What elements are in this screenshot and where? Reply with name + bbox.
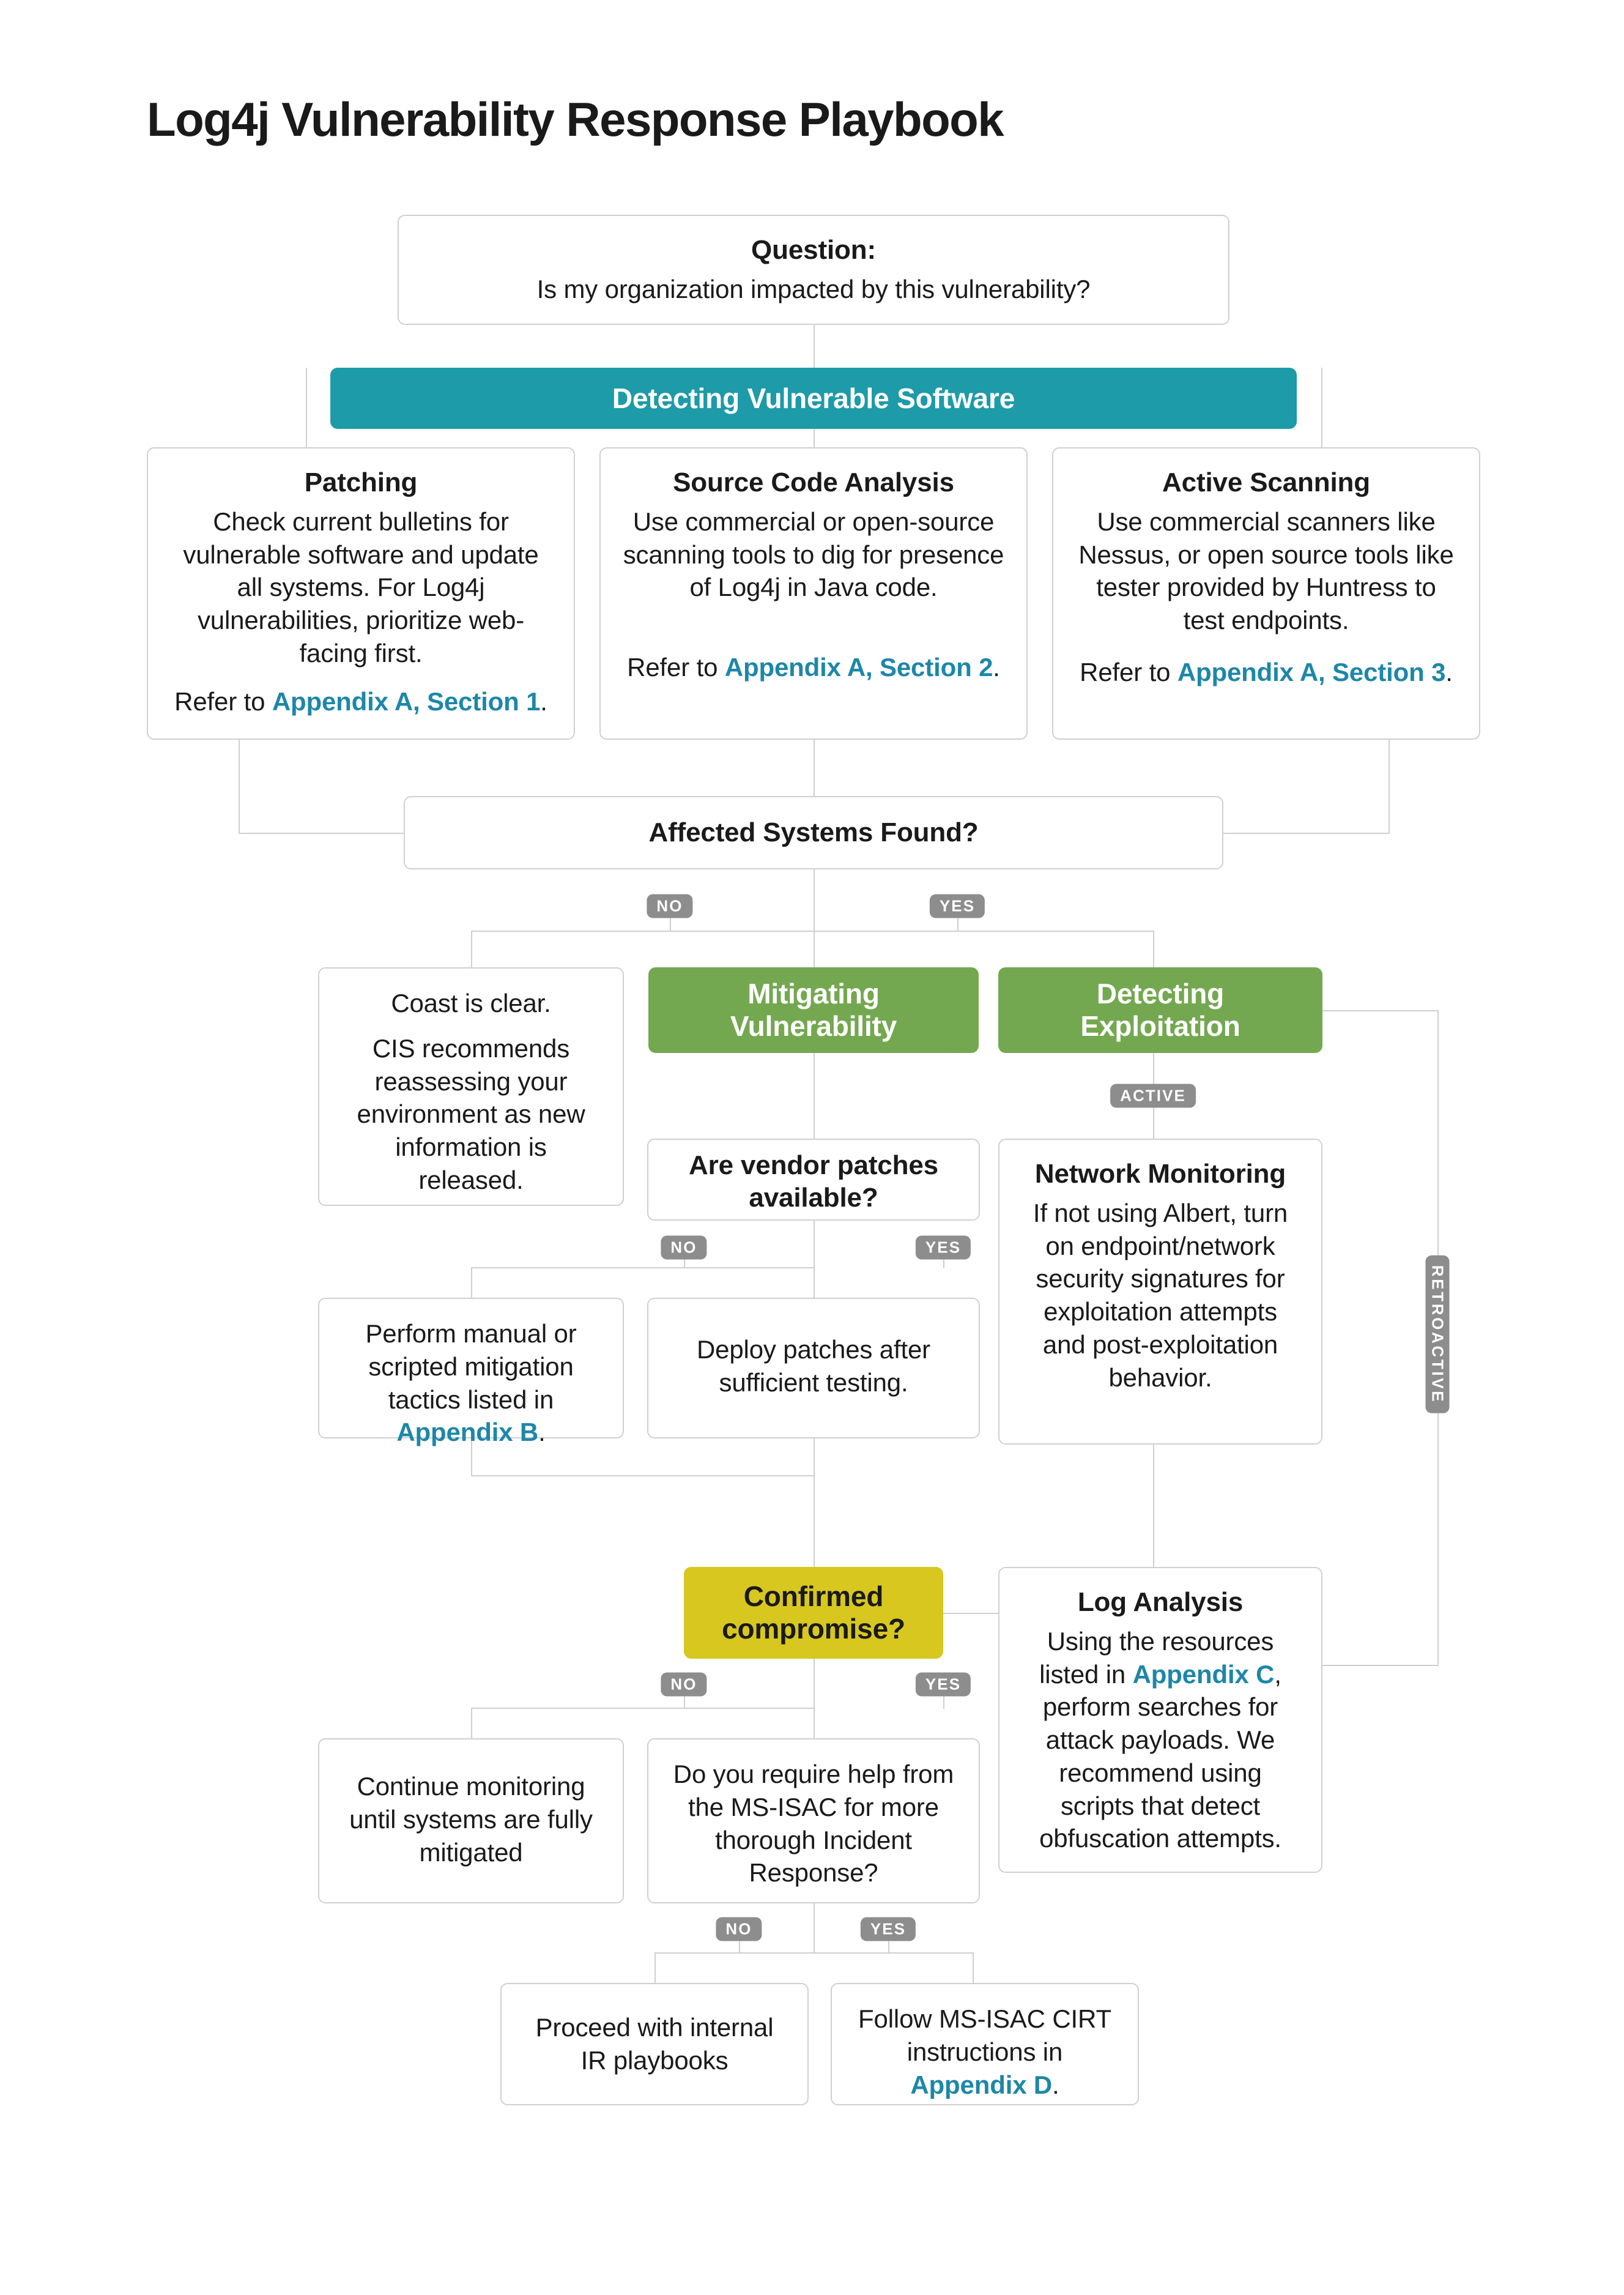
header-exploitation: Detecting Exploitation [998,967,1322,1053]
continue-body: Continue monitoring until systems are fu… [340,1770,602,1869]
link-appendix-d[interactable]: Appendix D [910,2070,1052,2099]
node-clear: Coast is clear. CIS recommends reassessi… [318,967,624,1206]
cirt-body: Follow MS-ISAC CIRT instructions in Appe… [853,2003,1117,2101]
header-confirmed: Confirmed compromise? [684,1567,943,1659]
node-source: Source Code Analysis Use commercial or o… [599,447,1028,740]
link-appendix-c[interactable]: Appendix C [1133,1660,1275,1689]
source-title: Source Code Analysis [621,467,1006,499]
patches-title: Are vendor patches available? [669,1150,958,1214]
internal-body: Proceed with internal IR playbooks [522,2011,787,2077]
loganalysis-body: Using the resources listed in Appendix C… [1020,1625,1300,1855]
link-appendix-b[interactable]: Appendix B [396,1418,538,1446]
require-body: Do you require help from the MS-ISAC for… [669,1758,958,1889]
pill-yes-patches: YES [916,1236,971,1260]
question-body: Is my organization impacted by this vuln… [420,273,1207,306]
node-scanning: Active Scanning Use commercial scanners … [1052,447,1480,740]
question-title: Question: [420,234,1207,267]
pill-yes-help: YES [861,1917,916,1941]
header-detecting-label: Detecting Vulnerable Software [612,382,1015,415]
confirmed-label: Confirmed compromise? [699,1580,929,1645]
pill-yes-confirmed: YES [916,1673,971,1697]
patching-body: Check current bulletins for vulnerable s… [169,505,553,670]
pill-active: ACTIVE [1110,1084,1196,1108]
source-ref: Refer to Appendix A, Section 2. [621,653,1006,682]
netmon-title: Network Monitoring [1020,1158,1300,1191]
clear-body2: CIS recommends reassessing your environm… [340,1032,602,1197]
node-internal: Proceed with internal IR playbooks [500,1983,809,2105]
node-affected: Affected Systems Found? [404,796,1223,869]
affected-title: Affected Systems Found? [426,817,1201,849]
node-loganalysis: Log Analysis Using the resources listed … [998,1567,1322,1873]
loganalysis-title: Log Analysis [1020,1586,1300,1619]
header-mitigating: Mitigating Vulnerability [648,967,979,1053]
node-patching: Patching Check current bulletins for vul… [147,447,575,740]
source-body: Use commercial or open-source scanning t… [621,505,1006,604]
scanning-title: Active Scanning [1074,467,1458,499]
pill-no-confirmed: NO [661,1673,706,1697]
pill-no-patches: NO [661,1236,706,1260]
scanning-body: Use commercial scanners like Nessus, or … [1074,505,1458,637]
flowchart-canvas: NO YES ACTIVE RETROACTIVE NO YES NO YES … [147,215,1480,2203]
node-continue: Continue monitoring until systems are fu… [318,1738,624,1903]
mitigating-label: Mitigating Vulnerability [663,978,964,1043]
link-appendix-a1[interactable]: Appendix A, Section 1 [272,687,540,716]
pill-retroactive: RETROACTIVE [1426,1255,1450,1413]
node-cirt: Follow MS-ISAC CIRT instructions in Appe… [831,1983,1139,2105]
netmon-body: If not using Albert, turn on endpoint/ne… [1020,1197,1300,1394]
node-netmon: Network Monitoring If not using Albert, … [998,1139,1322,1445]
link-appendix-a2[interactable]: Appendix A, Section 2 [725,653,993,682]
node-patches: Are vendor patches available? [647,1139,980,1221]
pill-no-help: NO [716,1917,762,1941]
pill-no-affected: NO [647,895,692,918]
clear-body1: Coast is clear. [340,987,602,1020]
header-detecting: Detecting Vulnerable Software [330,368,1297,429]
page-title: Log4j Vulnerability Response Playbook [147,92,1477,147]
pill-yes-affected: YES [930,895,985,918]
link-appendix-a3[interactable]: Appendix A, Section 3 [1177,658,1445,686]
node-deploy: Deploy patches after sufficient testing. [647,1298,980,1438]
patching-ref: Refer to Appendix A, Section 1. [169,687,553,716]
node-require: Do you require help from the MS-ISAC for… [647,1738,980,1903]
manual-body: Perform manual or scripted mitigation ta… [340,1317,602,1449]
patching-title: Patching [169,467,553,499]
node-manual: Perform manual or scripted mitigation ta… [318,1298,624,1438]
node-question: Question: Is my organization impacted by… [398,215,1229,325]
exploitation-label: Detecting Exploitation [1013,978,1308,1043]
deploy-body: Deploy patches after sufficient testing. [669,1333,958,1399]
scanning-ref: Refer to Appendix A, Section 3. [1074,658,1458,687]
